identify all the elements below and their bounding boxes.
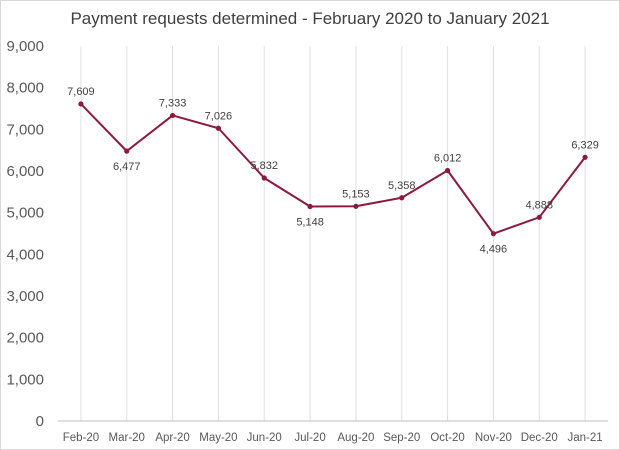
y-tick-label: 4,000 (6, 246, 44, 263)
y-tick-label: 3,000 (6, 288, 44, 305)
x-tick-label: Jan-21 (567, 432, 602, 444)
y-tick-label: 1,000 (6, 371, 44, 388)
y-tick-label: 8,000 (6, 80, 44, 97)
data-point (582, 154, 588, 160)
y-tick-label: 0 (36, 413, 44, 430)
data-label: 6,477 (113, 161, 141, 173)
y-tick-label: 5,000 (6, 205, 44, 222)
data-point (78, 101, 84, 107)
data-label: 5,832 (250, 160, 278, 172)
data-point (124, 148, 130, 154)
x-tick-label: Apr-20 (155, 432, 190, 444)
data-point (169, 112, 176, 119)
y-tick-label: 6,000 (6, 163, 44, 180)
x-tick-label: Nov-20 (475, 432, 512, 444)
data-point (490, 231, 497, 237)
y-tick-label: 9,000 (6, 38, 44, 55)
data-point (215, 125, 222, 131)
y-tick-label: 2,000 (6, 330, 44, 347)
data-label: 4,888 (525, 199, 553, 211)
data-label: 7,026 (205, 110, 233, 122)
series-line (80, 103, 586, 235)
data-label: 6,012 (434, 153, 462, 165)
data-label: 5,153 (342, 188, 370, 200)
x-tick-label: Dec-20 (521, 432, 558, 444)
data-point (261, 175, 267, 181)
x-tick-label: Feb-20 (63, 432, 99, 444)
x-tick-label: Sep-20 (383, 432, 420, 444)
data-label: 7,333 (159, 97, 187, 109)
data-label: 6,329 (571, 139, 599, 151)
data-point (399, 195, 405, 201)
data-point (444, 167, 451, 174)
data-point (536, 214, 542, 220)
x-tick-label: Jun-20 (247, 432, 282, 444)
chart-title: Payment requests determined - February 2… (70, 9, 550, 28)
x-tick-label: May-20 (199, 432, 237, 444)
data-label: 4,496 (480, 244, 508, 256)
x-tick-label: Mar-20 (109, 432, 145, 444)
data-point (353, 203, 359, 209)
data-label: 5,358 (388, 180, 416, 192)
data-label: 5,148 (296, 217, 324, 229)
data-point (307, 203, 313, 210)
y-tick-label: 7,000 (6, 121, 44, 138)
data-label: 7,609 (67, 86, 95, 98)
x-tick-label: Jul-20 (294, 432, 325, 444)
x-tick-label: Oct-20 (430, 432, 465, 444)
x-tick-label: Aug-20 (337, 432, 374, 444)
